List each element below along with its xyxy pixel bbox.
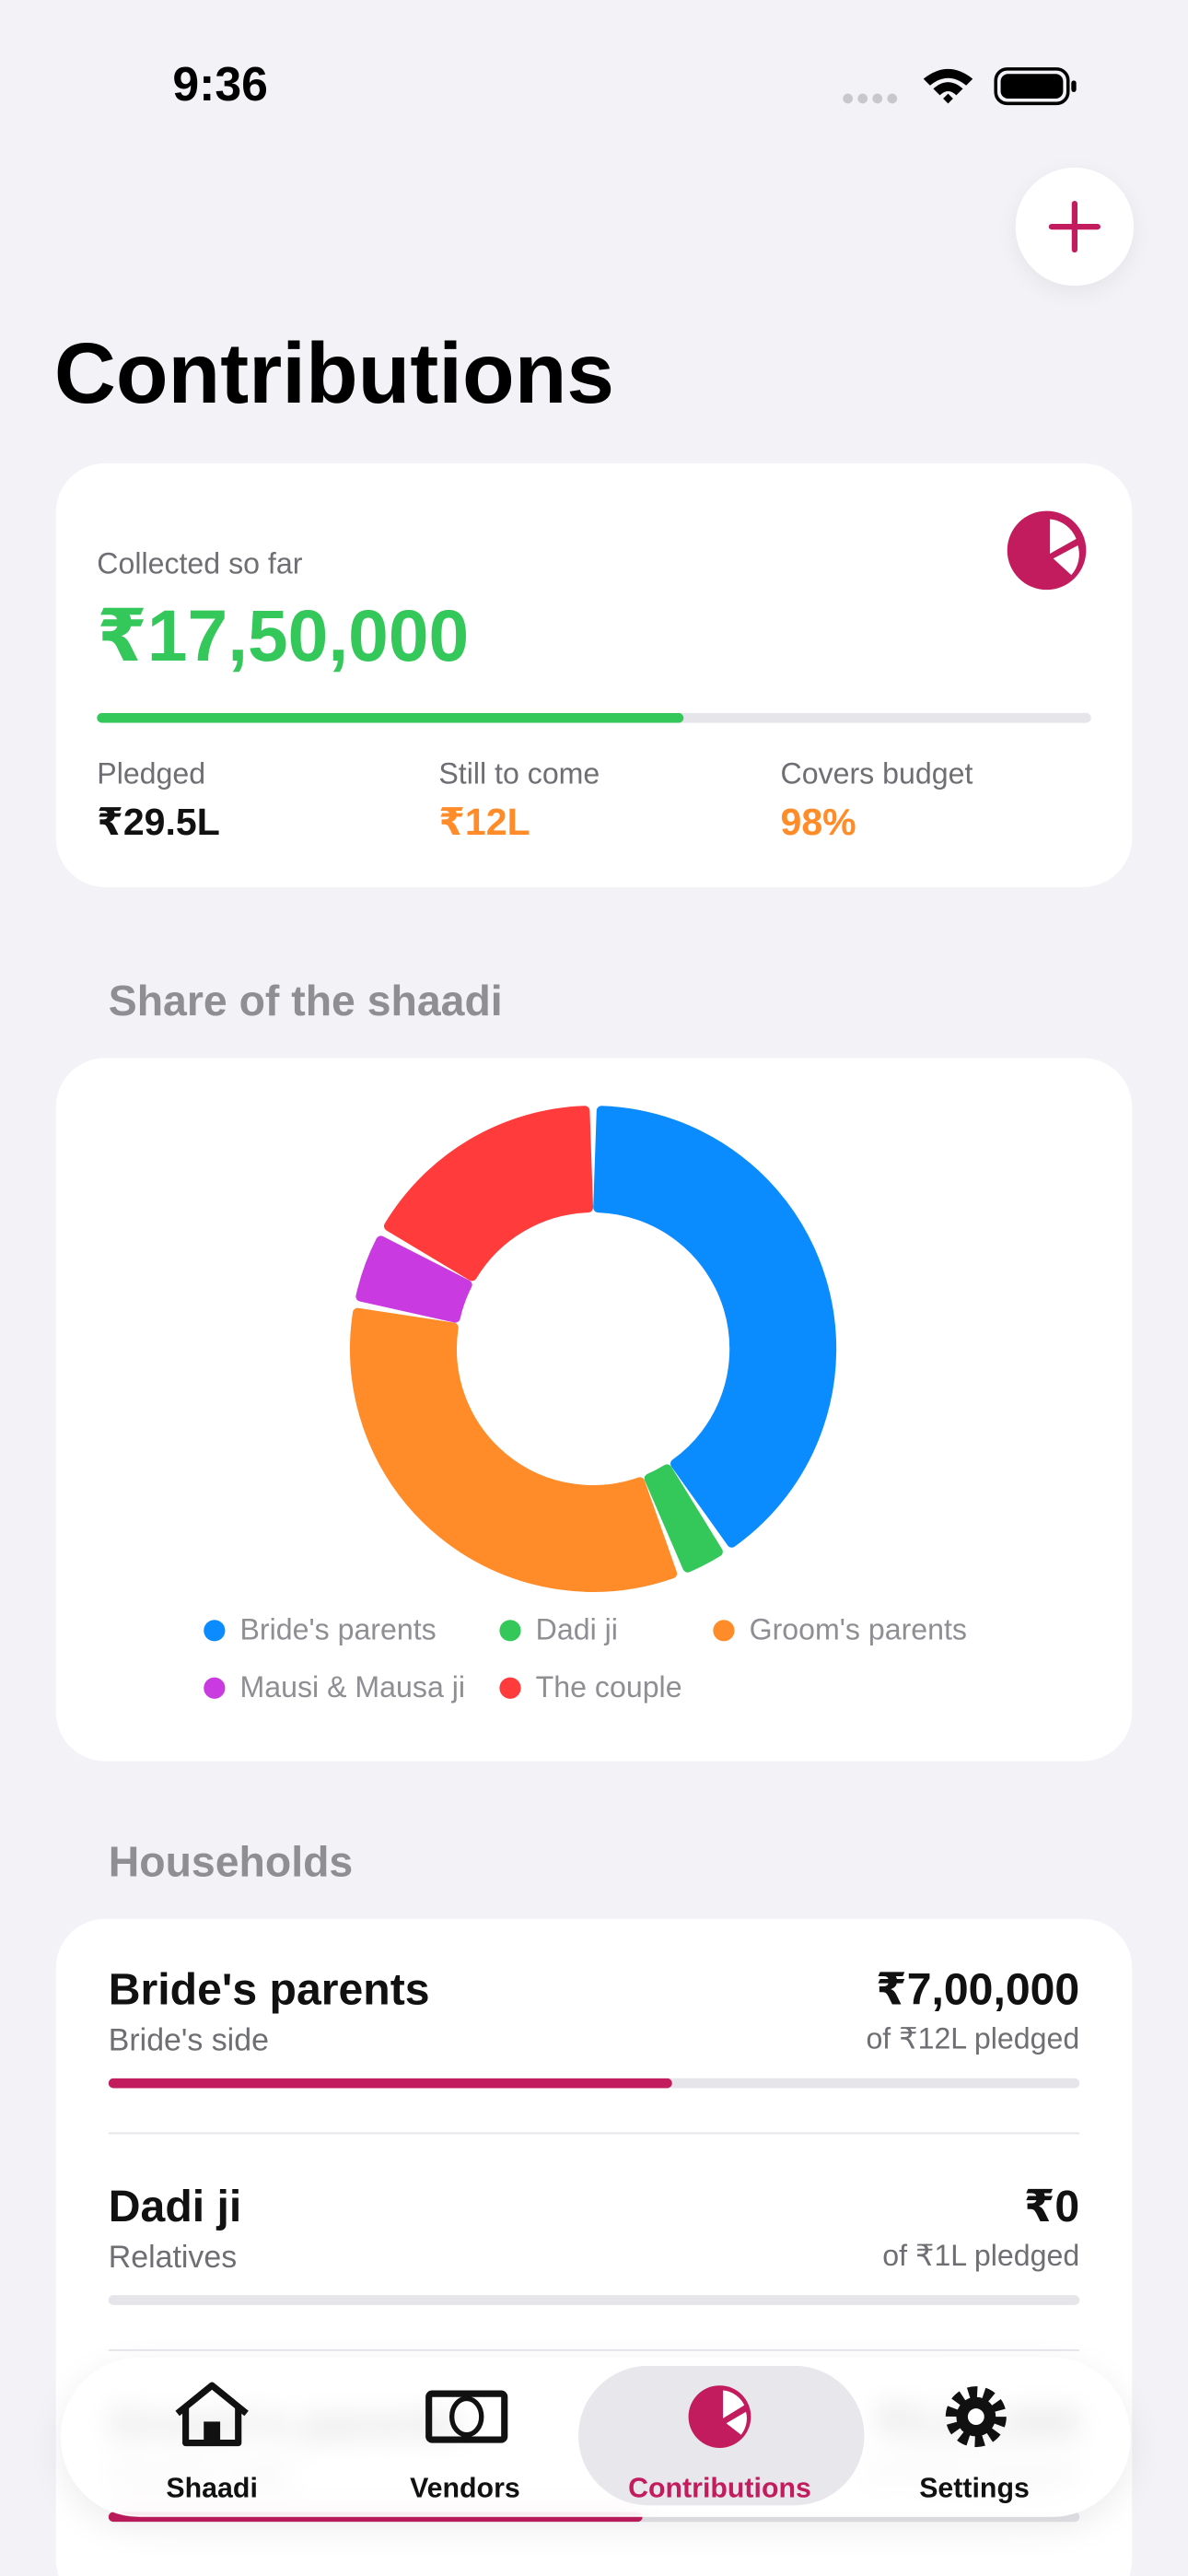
legend-label: Mausi & Mausa ji — [239, 1670, 466, 1704]
household-side: Bride's side — [108, 2023, 269, 2059]
legend-item: The couple — [499, 1670, 682, 1705]
section-title: Households — [108, 1836, 354, 1887]
tab-label[interactable]: Settings — [919, 2472, 1030, 2504]
household-pledged: of ₹12L pledged — [866, 2022, 1080, 2055]
collected-label: Collected so far — [97, 546, 303, 580]
tab-label[interactable]: Contributions — [628, 2472, 811, 2504]
tab-label[interactable]: Vendors — [410, 2472, 520, 2504]
chart-card: Bride's parents Dadi ji Groom's parents Mau… — [55, 1058, 1133, 1762]
household-side: Relatives — [108, 2241, 238, 2276]
legend-label: The couple — [535, 1670, 682, 1704]
donut-segment — [593, 1106, 837, 1548]
section-title: Share of the shaadi — [108, 976, 503, 1025]
legend-dot — [499, 1677, 521, 1699]
legend-item: Mausi & Mausa ji — [204, 1671, 465, 1705]
status-time: 9:36 — [172, 59, 268, 112]
legend-dot — [204, 1677, 226, 1699]
donut-segment — [350, 1307, 678, 1592]
collected-progress — [97, 712, 684, 723]
donut-segment — [355, 1235, 472, 1323]
collected-track — [97, 712, 1091, 723]
legend-item: Groom's parents — [713, 1613, 967, 1647]
legend-item: Dadi ji — [499, 1613, 618, 1647]
household-track — [108, 2512, 1080, 2523]
plus-icon — [1048, 200, 1101, 253]
donut-segment — [383, 1106, 594, 1282]
legend-dot — [204, 1620, 226, 1642]
stat-label: Covers budget — [780, 757, 973, 790]
add-button[interactable] — [1015, 167, 1135, 287]
household-progress — [108, 2078, 672, 2089]
household-track — [108, 2295, 1080, 2305]
tab-label[interactable]: Shaadi — [166, 2472, 258, 2504]
stat-label: Pledged — [97, 757, 206, 790]
stat-value: ₹29.5L — [97, 800, 220, 843]
page-title: Contributions — [53, 326, 614, 423]
pie-icon — [1007, 510, 1087, 591]
legend-label: Bride's parents — [239, 1613, 437, 1646]
stat-label: Still to come — [438, 757, 600, 790]
status-icons — [843, 67, 1077, 106]
donut-chart — [350, 1106, 837, 1592]
household-name: Dadi ji — [108, 2182, 242, 2231]
tab-icons — [175, 2382, 1007, 2448]
legend-item: Bride's parents — [204, 1613, 437, 1647]
household-amount: ₹0 — [1023, 2182, 1080, 2231]
stat-value: ₹12L — [438, 800, 530, 843]
legend-label: Dadi ji — [535, 1613, 618, 1646]
household-pledged: of ₹1L pledged — [882, 2239, 1080, 2273]
household-amount: ₹7,00,000 — [876, 1964, 1080, 2015]
divider — [108, 2132, 1080, 2135]
collected-amount: ₹17,50,000 — [97, 596, 470, 677]
summary-card: Collected so far ₹17,50,000 Pledged ₹29.5… — [55, 463, 1133, 887]
legend-dot — [713, 1620, 735, 1642]
divider — [108, 2348, 1080, 2351]
legend-dot — [499, 1620, 521, 1642]
donut-segment — [644, 1464, 723, 1573]
household-name: Bride's parents — [108, 1964, 430, 2015]
household-track — [108, 2078, 1080, 2089]
legend-label: Groom's parents — [749, 1613, 968, 1646]
stat-value: 98% — [780, 800, 856, 843]
household-progress — [108, 2512, 643, 2523]
